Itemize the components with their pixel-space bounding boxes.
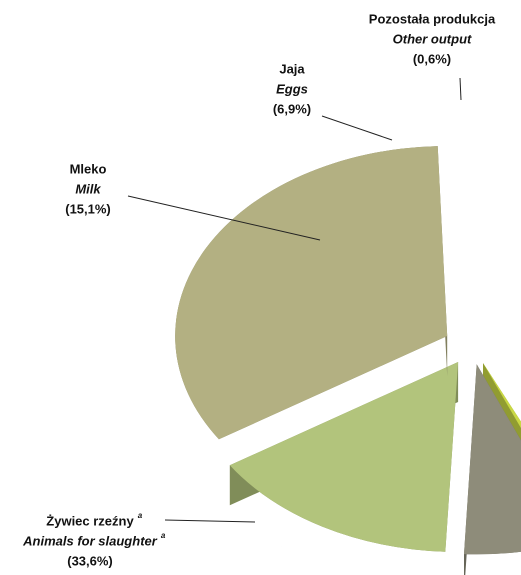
footnote-mark: a (138, 511, 143, 520)
slice (483, 363, 521, 429)
category-label: Mleko (70, 161, 107, 176)
category-label-en: Other output (393, 31, 472, 46)
category-label: Żywiec rzeźny (46, 513, 134, 528)
slice (464, 364, 521, 555)
value-label: (33,6%) (67, 553, 113, 568)
value-label: (15,1%) (65, 201, 111, 216)
leader-line (459, 77, 462, 101)
slice (175, 146, 448, 440)
footnote-mark: a (161, 531, 166, 540)
slice (229, 362, 459, 552)
category-label-en: Eggs (276, 81, 308, 96)
category-label-en: Milk (75, 181, 101, 196)
category-label-en: Animals for slaughter (22, 533, 158, 548)
leader-line (321, 115, 393, 141)
value-label: (0,6%) (413, 51, 451, 66)
value-label: (6,9%) (273, 101, 311, 116)
category-label: Jaja (279, 61, 305, 76)
leader-line (127, 195, 321, 241)
category-label: Pozostała produkcja (369, 11, 496, 26)
leader-line (164, 519, 256, 523)
